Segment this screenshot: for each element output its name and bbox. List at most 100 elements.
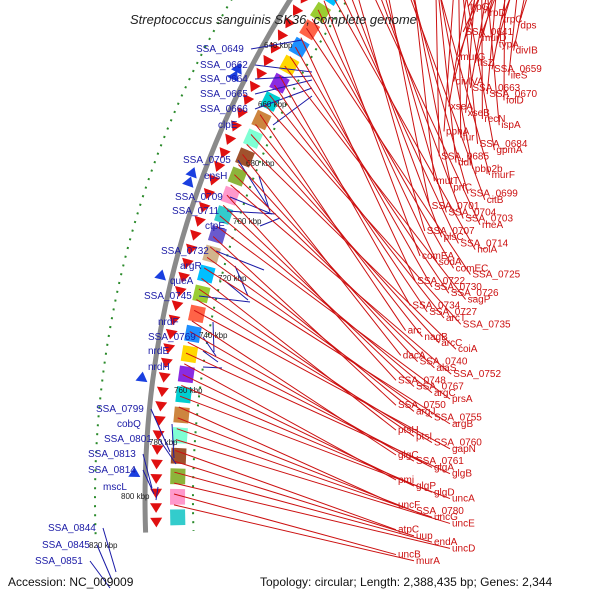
left-gene-label[interactable]: SSA_0814 — [88, 465, 136, 476]
right-gene-label[interactable]: plsC — [444, 232, 464, 243]
right-gene-label[interactable]: alaS — [436, 363, 456, 374]
right-gene-label[interactable]: SSA_0699 — [470, 189, 518, 200]
right-gene-label[interactable]: nagB — [424, 332, 448, 343]
right-gene-label[interactable]: gapN — [452, 444, 476, 455]
right-gene-label[interactable]: SSA_0767 — [416, 382, 464, 393]
left-gene-label[interactable]: clpE — [218, 120, 238, 131]
right-gene-label[interactable]: sagP — [468, 294, 491, 305]
right-gene-label[interactable]: uncF — [398, 500, 420, 511]
left-gene-label[interactable]: SSA_0711 — [172, 206, 220, 217]
right-gene-label[interactable]: folD — [506, 95, 524, 106]
left-gene-label[interactable]: queA — [170, 276, 194, 287]
right-gene-label[interactable]: endA — [434, 537, 458, 548]
right-gene-label[interactable]: SSA_0722 — [417, 276, 465, 287]
left-gene-label[interactable]: argR — [180, 261, 202, 272]
right-gene-label[interactable]: glgB — [452, 469, 472, 480]
right-gene-label[interactable]: ddl — [458, 158, 471, 169]
right-gene-label[interactable]: SSA_0727 — [429, 307, 477, 318]
left-gene-label[interactable]: SSA_0813 — [88, 449, 136, 460]
right-gene-label[interactable]: arc — [408, 326, 422, 337]
right-gene-label[interactable]: SSA_0750 — [398, 400, 446, 411]
right-gene-label[interactable]: dacA — [403, 350, 426, 361]
right-gene-label[interactable]: typA — [499, 39, 519, 50]
right-gene-label[interactable]: SSA_0670 — [489, 89, 537, 100]
right-gene-label[interactable]: pmi — [398, 475, 414, 486]
right-gene-label[interactable]: SSA_0761 — [416, 456, 464, 467]
left-gene-label[interactable]: SSA_0709 — [175, 192, 223, 203]
right-gene-label[interactable]: trpC — [504, 14, 523, 25]
right-gene-label[interactable]: sodA — [439, 257, 462, 268]
right-gene-label[interactable]: SSA_0685 — [441, 151, 489, 162]
left-gene-label[interactable]: SSA_0799 — [96, 404, 144, 415]
left-gene-label[interactable]: mscL — [103, 482, 127, 493]
right-gene-label[interactable]: SSA_0707 — [427, 226, 475, 237]
left-gene-label[interactable]: SSA_0664 — [200, 74, 248, 85]
left-gene-label[interactable]: nrdH — [148, 362, 170, 373]
right-gene-label[interactable]: ptsI — [416, 431, 432, 442]
right-gene-label[interactable]: SSA_0740 — [420, 357, 468, 368]
right-gene-label[interactable]: rheA — [482, 220, 503, 231]
right-gene-label[interactable]: divIVA — [456, 77, 484, 88]
left-gene-label[interactable]: SSA_0732 — [161, 246, 209, 257]
right-gene-label[interactable]: comEA — [422, 251, 455, 262]
right-gene-label[interactable]: uncB — [398, 550, 421, 561]
right-gene-label[interactable]: murD — [482, 33, 506, 44]
right-gene-label[interactable]: atpC — [398, 525, 419, 536]
left-gene-label[interactable]: SSA_0705 — [183, 155, 231, 166]
right-gene-label[interactable]: arcT — [446, 313, 466, 324]
right-gene-label[interactable]: coiA — [458, 344, 478, 355]
right-gene-label[interactable]: SSA_0703 — [465, 214, 513, 225]
right-gene-label[interactable]: SSA_0734 — [412, 301, 460, 312]
right-gene-label[interactable]: uncE — [452, 518, 475, 529]
right-gene-label[interactable]: SSA_0755 — [434, 413, 482, 424]
left-gene-label[interactable]: ctpE — [205, 221, 225, 232]
left-gene-label[interactable]: epsH — [204, 171, 227, 182]
right-gene-label[interactable]: xseB — [468, 108, 491, 119]
right-gene-label[interactable]: SSA_0760 — [434, 438, 482, 449]
right-gene-label[interactable]: SSA_0701 — [432, 201, 480, 212]
right-gene-label[interactable]: dps — [520, 21, 536, 32]
right-gene-label[interactable]: uncG — [434, 512, 458, 523]
right-gene-label[interactable]: mutT — [436, 176, 459, 187]
right-gene-label[interactable]: divIB — [516, 46, 539, 57]
right-gene-label[interactable]: prsA — [452, 394, 473, 405]
right-gene-label[interactable]: argC — [434, 388, 456, 399]
right-gene-label[interactable]: ptsH — [398, 425, 419, 436]
right-gene-label[interactable]: glgA — [434, 462, 454, 473]
right-gene-label[interactable]: SSA_0704 — [448, 207, 496, 218]
right-gene-label[interactable]: SSA_0752 — [453, 369, 501, 380]
right-gene-label[interactable]: SSA_0659 — [494, 64, 542, 75]
right-gene-label[interactable]: SSA_0748 — [398, 375, 446, 386]
right-gene-label[interactable]: murF — [492, 170, 515, 181]
right-gene-label[interactable]: pbp2b — [475, 164, 503, 175]
right-gene-label[interactable]: argJ — [416, 406, 435, 417]
left-gene-label[interactable]: SSA_0665 — [200, 89, 248, 100]
right-gene-label[interactable]: SSA_0735 — [463, 319, 511, 330]
left-gene-label[interactable]: SSA_0662 — [200, 60, 248, 71]
right-gene-label[interactable]: murA — [416, 556, 440, 567]
right-gene-label[interactable]: murG — [460, 52, 485, 63]
right-gene-label[interactable]: SSA_0684 — [480, 139, 528, 150]
right-gene-label[interactable]: arcC — [441, 338, 462, 349]
right-gene-label[interactable]: ispA — [501, 120, 521, 131]
right-gene-label[interactable]: prfC — [453, 182, 472, 193]
left-gene-label[interactable]: cobQ — [117, 419, 141, 430]
right-gene-label[interactable]: glgC — [398, 450, 419, 461]
right-gene-label[interactable]: xseA — [451, 102, 474, 113]
right-gene-label[interactable]: trpD — [487, 8, 506, 19]
left-gene-label[interactable]: SSA_0666 — [200, 104, 248, 115]
right-gene-label[interactable]: argB — [452, 419, 473, 430]
right-gene-label[interactable]: uncA — [452, 494, 475, 505]
left-gene-label[interactable]: nrdF — [158, 317, 179, 328]
right-gene-label[interactable]: holA — [477, 245, 497, 256]
right-gene-label[interactable]: SSA_0663 — [472, 83, 520, 94]
right-gene-label[interactable]: recN — [484, 114, 505, 125]
right-gene-label[interactable]: SSA_0641 — [465, 27, 513, 38]
right-gene-label[interactable]: uup — [416, 531, 433, 542]
right-gene-label[interactable]: SSA_0714 — [460, 238, 508, 249]
left-gene-label[interactable]: SSA_0649 — [196, 44, 244, 55]
right-gene-label[interactable]: gpmA — [496, 145, 522, 156]
left-gene-label[interactable]: SSA_0851 — [35, 556, 83, 567]
right-gene-label[interactable]: comEC — [456, 263, 489, 274]
right-gene-label[interactable]: ileS — [511, 70, 528, 81]
